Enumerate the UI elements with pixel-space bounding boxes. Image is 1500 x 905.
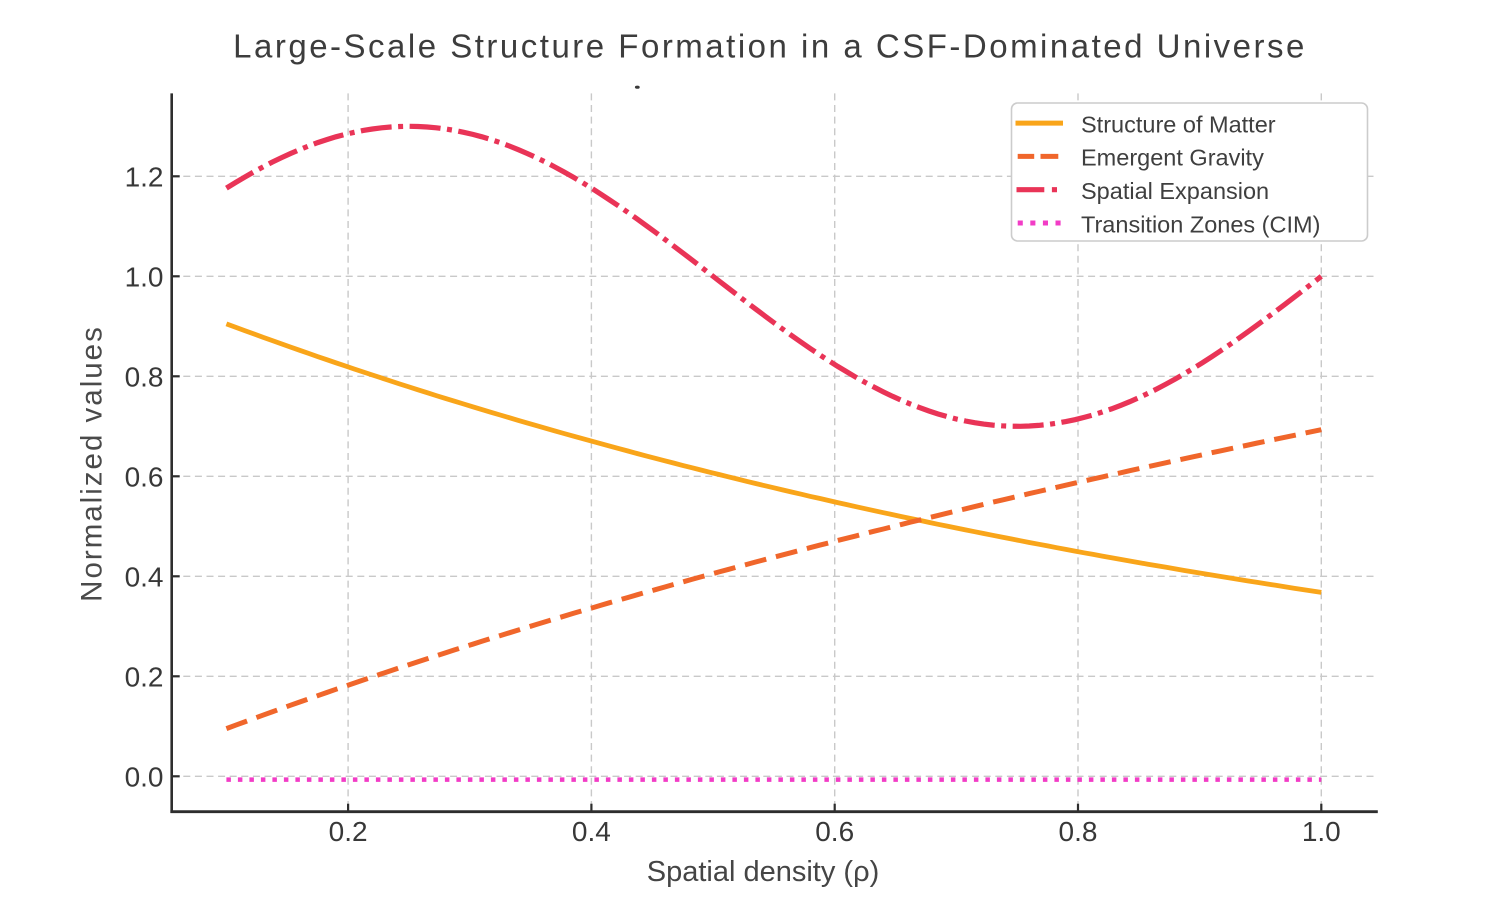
svg-text:0.0: 0.0 bbox=[125, 761, 164, 792]
svg-text:Transition Zones (CIM): Transition Zones (CIM) bbox=[1081, 211, 1320, 237]
svg-text:Large-Scale Structure Formatio: Large-Scale Structure Formation in a CSF… bbox=[233, 28, 1307, 65]
svg-text:1.0: 1.0 bbox=[1302, 816, 1341, 847]
svg-text:0.6: 0.6 bbox=[125, 461, 164, 492]
svg-text:Spatial Expansion: Spatial Expansion bbox=[1081, 178, 1269, 204]
svg-text:0.4: 0.4 bbox=[125, 561, 164, 592]
svg-text:0.6: 0.6 bbox=[815, 816, 854, 847]
svg-text:0.2: 0.2 bbox=[125, 661, 164, 692]
svg-text:0.2: 0.2 bbox=[329, 816, 368, 847]
svg-text:1.2: 1.2 bbox=[125, 161, 164, 192]
svg-text:Normalized values: Normalized values bbox=[76, 325, 109, 602]
svg-text:0.8: 0.8 bbox=[1059, 816, 1098, 847]
svg-text:Spatial density (ρ): Spatial density (ρ) bbox=[647, 856, 879, 888]
svg-text:Emergent Gravity: Emergent Gravity bbox=[1081, 145, 1264, 171]
svg-text:0.4: 0.4 bbox=[572, 816, 611, 847]
svg-text:1.0: 1.0 bbox=[125, 261, 164, 292]
svg-text:0.8: 0.8 bbox=[125, 361, 164, 392]
svg-text:Structure of Matter: Structure of Matter bbox=[1081, 111, 1276, 137]
